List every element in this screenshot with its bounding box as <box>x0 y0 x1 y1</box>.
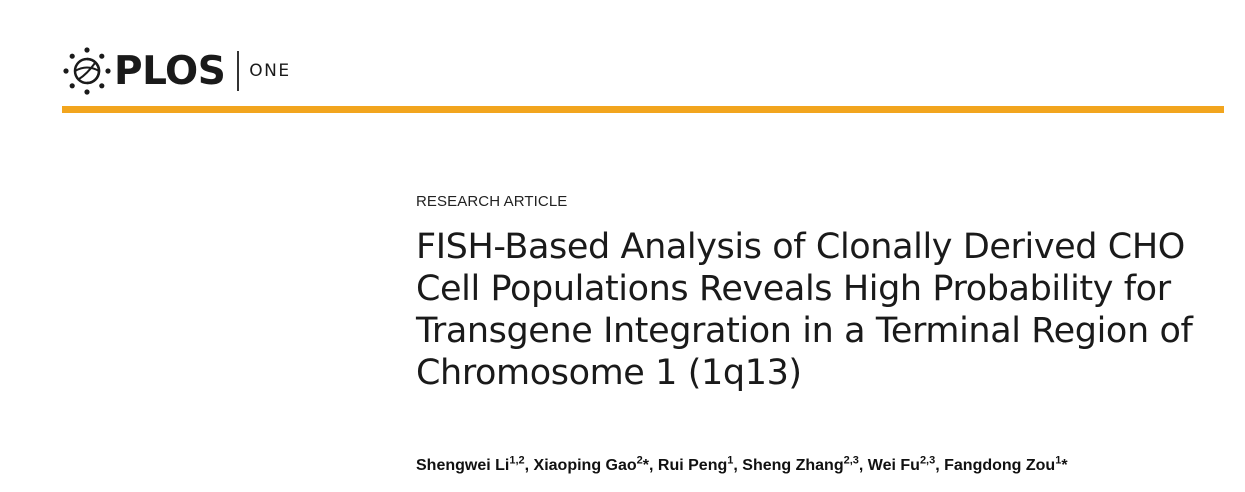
logo-plos-text: PLOS <box>114 48 226 94</box>
author-list: Shengwei Li1,2, Xiaoping Gao2*, Rui Peng… <box>416 454 1226 475</box>
plos-open-access-icon <box>63 47 111 95</box>
plos-one-logo[interactable]: PLOS ONE <box>62 46 291 96</box>
author[interactable]: Fangdong Zou1* <box>944 454 1068 474</box>
author[interactable]: Sheng Zhang2,3 <box>742 454 859 474</box>
header-accent-bar <box>62 106 1224 113</box>
author-name: Wei Fu <box>867 457 920 474</box>
author[interactable]: Wei Fu2,3 <box>867 454 936 474</box>
corresponding-author-mark: * <box>1061 457 1068 474</box>
author-name: Rui Peng <box>657 457 728 474</box>
logo-divider <box>237 51 240 91</box>
author-affiliation: 2,3 <box>919 454 936 467</box>
author-name: Xiaoping Gao <box>533 457 637 474</box>
article-type-label: RESEARCH ARTICLE <box>416 193 568 210</box>
author-name: Sheng Zhang <box>742 457 844 474</box>
author-separator: , <box>524 457 534 474</box>
article-title: FISH-Based Analysis of Clonally Derived … <box>416 227 1193 393</box>
author-separator: , <box>858 457 868 474</box>
author-affiliation: 1,2 <box>509 454 525 467</box>
corresponding-author-mark: * <box>642 457 650 474</box>
author-name: Fangdong Zou <box>944 457 1056 474</box>
author-separator: , <box>649 457 658 474</box>
author-separator: , <box>733 457 743 474</box>
author-affiliation: 1 <box>727 454 734 467</box>
author-name: Shengwei Li <box>416 457 510 474</box>
author-affiliation: 2 <box>636 454 643 467</box>
author-separator: , <box>935 457 945 474</box>
author[interactable]: Shengwei Li1,2 <box>416 454 525 474</box>
author-affiliation: 1 <box>1055 454 1062 467</box>
author-affiliation: 2,3 <box>843 454 859 467</box>
author[interactable]: Xiaoping Gao2* <box>533 454 650 474</box>
journal-header: PLOS ONE <box>62 40 1222 100</box>
journal-name: ONE <box>249 60 291 81</box>
author[interactable]: Rui Peng1 <box>657 454 734 474</box>
